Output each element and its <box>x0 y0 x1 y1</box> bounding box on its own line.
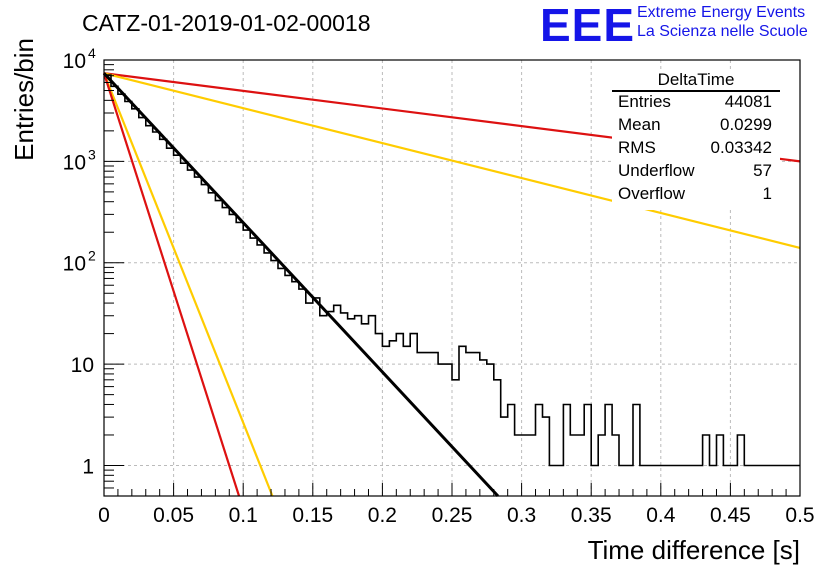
fit-curves <box>102 72 801 497</box>
stat-row-underflow: Underflow 57 <box>618 161 772 183</box>
chart-title: CATZ-01-2019-01-02-00018 <box>82 10 371 36</box>
eee-logo: EEE <box>540 0 636 51</box>
stat-name: Overflow <box>618 184 686 203</box>
x-tick-label: 0.35 <box>571 504 612 527</box>
y-tick-label: 10 <box>63 151 86 174</box>
stat-row-mean: Mean 0.0299 <box>618 115 772 137</box>
x-tick-label: 0.4 <box>646 504 676 527</box>
x-axis-label: Time difference [s] <box>588 535 800 565</box>
fit-curves-overlay <box>102 72 500 498</box>
stat-name: RMS <box>618 138 656 157</box>
stat-name: Mean <box>618 115 661 134</box>
logo-line-1: Extreme Energy Events <box>637 4 806 21</box>
y-tick-exponent: 3 <box>88 146 96 162</box>
y-axis-label: Entries/bin <box>9 38 39 161</box>
stats-box: DeltaTime Entries 44081 Mean 0.0299 RMS … <box>612 70 780 210</box>
stat-row-entries: Entries 44081 <box>618 92 772 114</box>
y-tick-exponent: 2 <box>88 248 96 264</box>
y-tick-label: 10 <box>63 253 86 276</box>
y-tick-label: 10 <box>63 50 86 73</box>
stat-row-overflow: Overflow 1 <box>618 184 772 206</box>
y-tick-label: 1 <box>82 455 94 478</box>
fit-curve-0 <box>102 72 500 498</box>
y-tick-exponent: 4 <box>88 45 96 61</box>
x-tick-label: 0.45 <box>710 504 751 527</box>
fit-curve-3 <box>102 72 274 497</box>
stat-value: 57 <box>753 161 772 180</box>
axes: 0 0.05 0.1 0.15 0.2 0.25 0.3 0.35 0.4 0.45 0.5 1 10 1… <box>63 45 815 527</box>
stat-name: Underflow <box>618 161 695 180</box>
x-tick-label: 0.2 <box>368 504 397 527</box>
x-tick-label: 0.1 <box>229 504 258 527</box>
stat-value: 1 <box>762 184 772 203</box>
stats-divider <box>612 90 780 92</box>
x-tick-label: 0.5 <box>785 504 814 527</box>
x-tick-label: 0.15 <box>292 504 333 527</box>
stat-row-rms: RMS 0.03342 <box>618 138 772 160</box>
stat-value: 0.0299 <box>720 115 772 134</box>
x-tick-label: 0.3 <box>507 504 536 527</box>
x-tick-label: 0 <box>98 504 110 527</box>
y-tick-label: 10 <box>71 354 94 377</box>
stat-name: Entries <box>618 92 671 111</box>
fit-curve-2 <box>103 72 801 249</box>
logo-line-2: La Scienza nelle Scuole <box>637 23 808 40</box>
stat-value: 0.03342 <box>710 138 772 157</box>
stats-title: DeltaTime <box>657 70 735 89</box>
stat-value: 44081 <box>724 92 772 111</box>
x-tick-label: 0.25 <box>432 504 473 527</box>
fit-curve-4 <box>102 72 241 497</box>
x-tick-label: 0.05 <box>153 504 194 527</box>
